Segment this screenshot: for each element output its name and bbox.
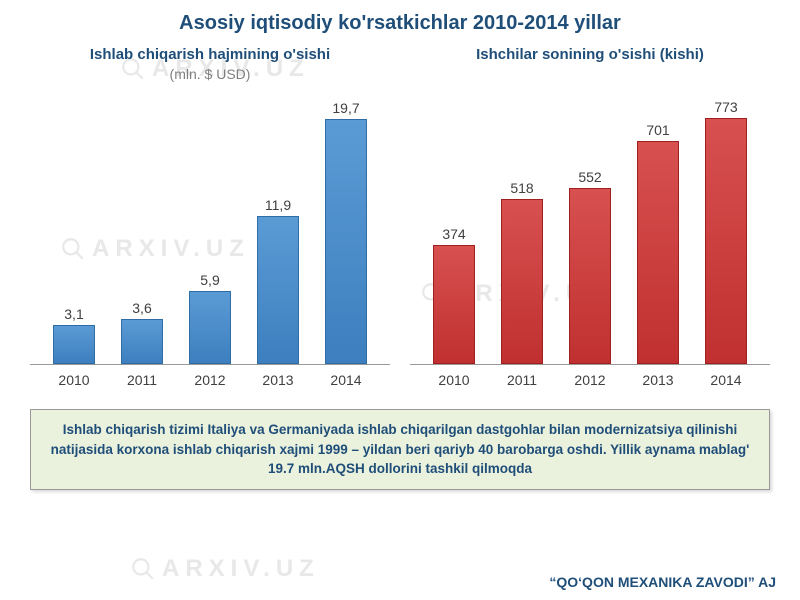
bar-value-label: 19,7 [332, 100, 359, 116]
x-axis-label: 2012 [176, 369, 244, 391]
left-chart-title-text: Ishlab chiqarish hajmining o'sishi [90, 46, 330, 63]
bar-wrap: 518 [488, 91, 556, 364]
bar-wrap: 3,1 [40, 91, 108, 364]
bar-value-label: 374 [442, 226, 465, 242]
page-title: Asosiy iqtisodiy ko'rsatkichlar 2010-201… [0, 0, 800, 35]
bar-wrap: 552 [556, 91, 624, 364]
bar-wrap: 374 [420, 91, 488, 364]
bar [121, 319, 163, 364]
footer-company: “QO‘QON MEXANIKA ZAVODI” AJ [549, 574, 776, 590]
bar [189, 291, 231, 364]
bar-wrap: 3,6 [108, 91, 176, 364]
bar-value-label: 701 [646, 122, 669, 138]
x-axis-label: 2011 [488, 369, 556, 391]
x-axis-label: 2010 [420, 369, 488, 391]
left-chart-title: Ishlab chiqarish hajmining o'sishi (mln.… [30, 45, 390, 85]
x-axis-label: 2011 [108, 369, 176, 391]
bar-value-label: 773 [714, 99, 737, 115]
bar-wrap: 701 [624, 91, 692, 364]
bar [53, 325, 95, 364]
left-chart-subtitle: (mln. $ USD) [30, 65, 390, 83]
bar [325, 119, 367, 364]
bar-value-label: 3,6 [132, 300, 151, 316]
charts-row: Ishlab chiqarish hajmining o'sishi (mln.… [0, 35, 800, 391]
bar [637, 141, 679, 364]
x-axis-label: 2014 [692, 369, 760, 391]
bar [501, 199, 543, 364]
right-chart-title-text: Ishchilar sonining o'sishi (kishi) [476, 46, 704, 63]
x-axis-label: 2013 [624, 369, 692, 391]
left-chart-area: 3,1 3,6 5,9 11,9 19,7 20102011201220132014 [30, 91, 390, 391]
bar-wrap: 773 [692, 91, 760, 364]
right-chart-area: 374 518 552 701 773 20102011201220132014 [410, 91, 770, 391]
x-axis-label: 2010 [40, 369, 108, 391]
bar-value-label: 3,1 [64, 306, 83, 322]
left-chart: Ishlab chiqarish hajmining o'sishi (mln.… [30, 45, 390, 391]
bar-value-label: 518 [510, 180, 533, 196]
bar-wrap: 5,9 [176, 91, 244, 364]
bar-wrap: 19,7 [312, 91, 380, 364]
x-axis-label: 2013 [244, 369, 312, 391]
right-chart: Ishchilar sonining o'sishi (kishi) 374 51… [410, 45, 770, 391]
watermark: ARXIV.UZ [130, 555, 320, 583]
note-box: Ishlab chiqarish tizimi Italiya va Germa… [30, 409, 770, 490]
bar-value-label: 11,9 [265, 197, 291, 213]
bar-value-label: 552 [578, 169, 601, 185]
x-axis-label: 2014 [312, 369, 380, 391]
magnifier-icon [130, 556, 156, 582]
bar-value-label: 5,9 [200, 272, 219, 288]
x-axis-label: 2012 [556, 369, 624, 391]
bar [433, 245, 475, 364]
bar-wrap: 11,9 [244, 91, 312, 364]
bar [705, 118, 747, 364]
bar [569, 188, 611, 364]
bar [257, 216, 299, 364]
right-chart-title: Ishchilar sonining o'sishi (kishi) [410, 45, 770, 85]
